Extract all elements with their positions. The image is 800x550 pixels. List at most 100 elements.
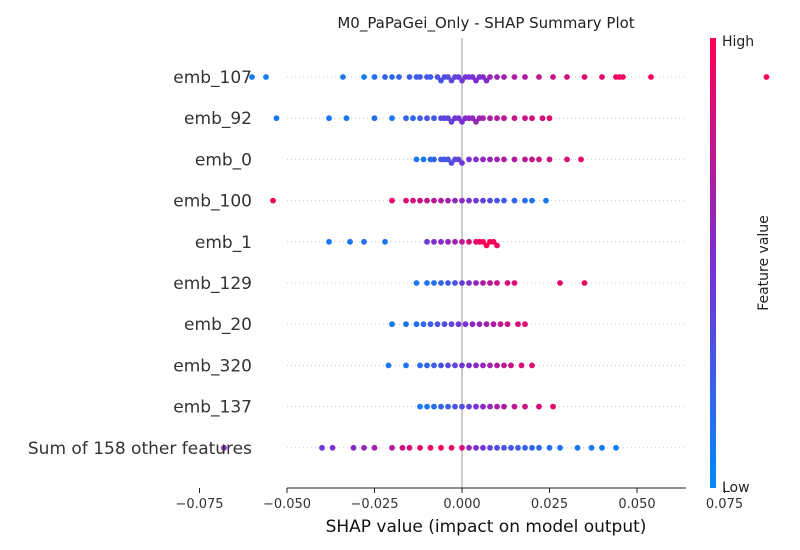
- shap-point: [427, 444, 434, 451]
- shap-point: [473, 77, 479, 84]
- shap-point: [403, 115, 409, 122]
- shap-point: [417, 115, 423, 122]
- shap-point: [466, 238, 472, 245]
- shap-point: [382, 74, 388, 80]
- shap-point: [448, 118, 455, 125]
- shap-point: [480, 280, 486, 286]
- shap-point: [494, 115, 500, 122]
- shap-point: [448, 321, 455, 328]
- chart-title: M0_PaPaGei_Only - SHAP Summary Plot: [337, 14, 634, 33]
- shap-point: [350, 444, 357, 451]
- feature-labels: emb_107 emb_92 emb_0 emb_100 emb_1 emb_129emb…: [28, 68, 252, 459]
- shap-point: [413, 156, 420, 163]
- shap-point: [483, 321, 490, 328]
- shap-point: [403, 321, 409, 328]
- shap-point: [536, 74, 542, 80]
- shap-point: [487, 362, 493, 369]
- shap-point: [413, 321, 420, 328]
- shap-point: [522, 74, 528, 80]
- shap-point: [413, 280, 420, 286]
- shap-point: [480, 444, 486, 451]
- shap-point: [501, 74, 507, 80]
- x-tick-label: −0.050: [263, 497, 311, 512]
- shap-point: [371, 74, 378, 80]
- shap-point: [501, 115, 507, 122]
- shap-point: [448, 77, 455, 84]
- shap-point: [340, 74, 346, 80]
- shap-point: [270, 197, 276, 204]
- shap-point: [445, 362, 451, 369]
- shap-point: [613, 444, 619, 451]
- shap-point: [459, 77, 465, 84]
- shap-point: [424, 403, 430, 410]
- shap-point: [431, 115, 437, 122]
- shap-point: [455, 156, 462, 163]
- shap-point: [494, 403, 500, 410]
- shap-point: [473, 280, 479, 286]
- shap-point: [511, 403, 518, 410]
- shap-point: [529, 197, 535, 204]
- shap-point: [459, 160, 465, 166]
- shap-point: [487, 197, 493, 204]
- shap-point: [511, 115, 518, 122]
- shap-point: [385, 362, 392, 369]
- shap-point: [511, 74, 518, 80]
- shap-point: [438, 197, 444, 204]
- feature-label: Sum of 158 other features: [28, 439, 252, 459]
- shap-point: [550, 403, 556, 410]
- shap-point: [459, 238, 465, 245]
- shap-point: [466, 444, 472, 451]
- shap-point: [431, 156, 437, 163]
- shap-point: [445, 280, 451, 286]
- feature-label: emb_107: [173, 68, 252, 88]
- feature-label: emb_320: [173, 356, 252, 376]
- shap-point: [480, 156, 486, 163]
- shap-point: [438, 403, 444, 410]
- feature-label: emb_92: [184, 109, 252, 129]
- shap-point: [417, 362, 423, 369]
- shap-point: [389, 197, 395, 204]
- shap-point: [452, 362, 458, 369]
- x-tick-label: 0.000: [443, 497, 480, 512]
- shap-point: [249, 74, 255, 80]
- row-gridlines: [287, 76, 686, 449]
- shap-point: [326, 238, 332, 245]
- shap-point: [466, 156, 472, 163]
- shap-point: [445, 403, 451, 410]
- x-tick-label: 0.075: [706, 497, 743, 512]
- shap-point: [529, 444, 535, 451]
- shap-point: [511, 197, 518, 204]
- feature-label: emb_0: [195, 150, 252, 170]
- feature-label: emb_1: [195, 233, 252, 253]
- shap-point: [557, 280, 563, 286]
- shap-point: [494, 444, 500, 451]
- shap-point: [410, 197, 416, 204]
- shap-point: [522, 444, 528, 451]
- colorbar-high-label: High: [722, 34, 754, 50]
- shap-point: [389, 115, 395, 122]
- shap-point: [424, 115, 430, 122]
- shap-point: [476, 321, 483, 328]
- shap-point: [473, 118, 479, 125]
- shap-point: [459, 197, 465, 204]
- shap-point: [445, 197, 451, 204]
- shap-point: [490, 238, 497, 245]
- shap-point: [515, 444, 521, 451]
- shap-point: [427, 321, 434, 328]
- shap-point: [406, 444, 413, 451]
- shap-point: [406, 74, 413, 80]
- shap-point: [455, 74, 462, 80]
- feature-label: emb_20: [184, 315, 252, 335]
- shap-point: [480, 238, 486, 245]
- shap-point: [469, 74, 476, 80]
- shap-point: [459, 444, 465, 451]
- shap-point: [648, 74, 654, 80]
- shap-point: [382, 238, 388, 245]
- shap-point: [578, 156, 584, 163]
- shap-point: [480, 403, 486, 410]
- feature-label: emb_129: [173, 274, 252, 294]
- shap-point: [221, 444, 227, 451]
- shap-point: [431, 197, 437, 204]
- shap-point: [462, 321, 469, 328]
- shap-point: [581, 74, 588, 80]
